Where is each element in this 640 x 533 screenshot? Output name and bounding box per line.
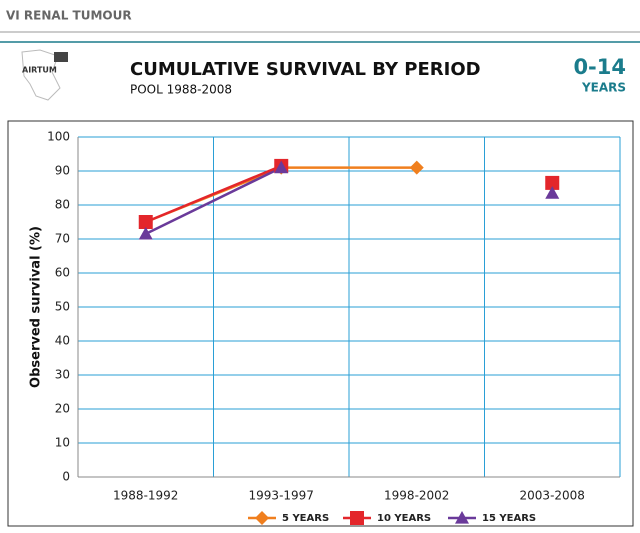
legend-label: 10 YEARS [377, 513, 431, 524]
age-range: 0-14 [573, 55, 626, 79]
x-tick-label: 1998-2002 [384, 489, 449, 503]
marker-diamond [255, 511, 269, 525]
marker-square [350, 511, 364, 525]
y-tick-label: 80 [55, 198, 70, 212]
y-tick-label: 10 [55, 436, 70, 450]
marker-diamond [409, 160, 424, 175]
y-tick-label: 70 [55, 232, 70, 246]
y-axis-label: Observed survival (%) [29, 226, 44, 388]
y-tick-label: 60 [55, 266, 70, 280]
section-header: VI RENAL TUMOUR [6, 9, 132, 23]
legend-label: 5 YEARS [282, 513, 329, 524]
chart-title: CUMULATIVE SURVIVAL BY PERIOD [130, 59, 481, 80]
y-tick-label: 50 [55, 300, 70, 314]
y-tick-label: 20 [55, 402, 70, 416]
marker-square [545, 175, 560, 190]
x-tick-label: 1993-1997 [249, 489, 314, 503]
logo: AIRTUM [21, 49, 68, 101]
logo-screen [54, 52, 68, 62]
age-unit: YEARS [581, 81, 626, 95]
y-tick-label: 0 [62, 470, 70, 484]
x-tick-label: 2003-2008 [520, 489, 585, 503]
y-tick-label: 100 [47, 130, 70, 144]
marker-triangle [455, 511, 469, 524]
y-tick-label: 30 [55, 368, 70, 382]
logo-map [21, 49, 61, 101]
marker-square [138, 215, 153, 229]
x-tick-label: 1988-1992 [113, 489, 178, 503]
legend-label: 15 YEARS [482, 513, 536, 524]
marker-triangle [138, 226, 153, 240]
y-tick-label: 90 [55, 164, 70, 178]
marker-triangle [545, 186, 560, 199]
chart-frame [7, 120, 634, 527]
marker-triangle [274, 160, 289, 174]
chart-subtitle: POOL 1988-2008 [130, 83, 232, 97]
y-tick-label: 40 [55, 334, 70, 348]
logo-text: AIRTUM [22, 66, 57, 75]
